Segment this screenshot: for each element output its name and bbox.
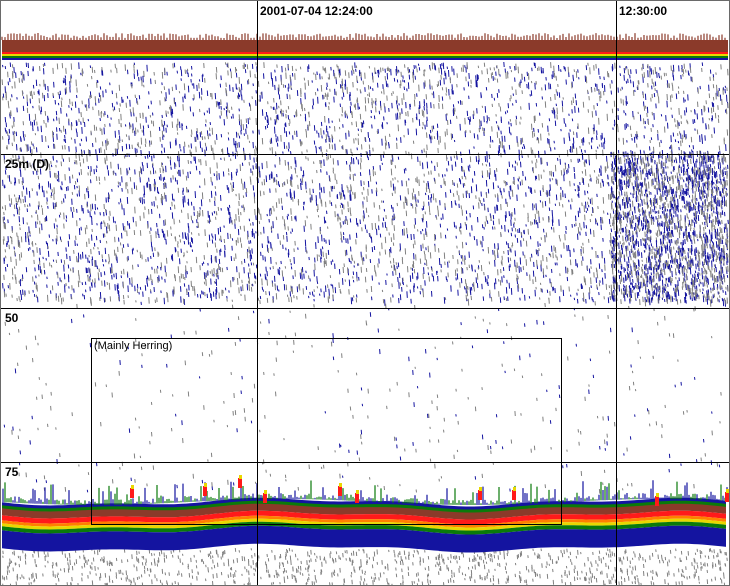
seabed-blue <box>2 525 726 553</box>
strong-return-edge <box>239 475 242 479</box>
depth-label: 50 <box>5 311 19 325</box>
strong-return-edge <box>513 487 516 491</box>
strong-return-edge <box>204 483 207 487</box>
strong-return <box>338 486 342 496</box>
time-label: 2001-07-04 12:24:00 <box>260 4 373 18</box>
time-labels: 2001-07-04 12:24:00 12:30:00 <box>260 4 667 18</box>
depth-label: 25m (D) <box>5 157 49 171</box>
strong-return-edge <box>726 489 729 493</box>
strong-return <box>725 492 729 502</box>
herring-region-box[interactable] <box>91 338 562 525</box>
strong-return <box>478 490 482 500</box>
strong-return <box>655 496 659 506</box>
strong-return-edge <box>339 483 342 487</box>
depth-label: 75 <box>5 465 19 479</box>
strong-return <box>355 493 359 503</box>
strong-return-edge <box>131 485 134 489</box>
time-label: 12:30:00 <box>619 4 667 18</box>
echo-marks <box>2 547 728 586</box>
surface-band-red <box>2 52 728 54</box>
strong-return-edge <box>656 493 659 497</box>
echo-marks <box>1 62 729 306</box>
seabed-brown <box>2 503 726 520</box>
surface-band-green <box>2 56 728 58</box>
strong-return-edge <box>264 490 267 494</box>
strong-return <box>263 493 267 503</box>
strong-return <box>203 486 207 496</box>
echo-scatter-layer <box>1 61 729 586</box>
strong-return-edge <box>356 490 359 494</box>
surface-band-yellow <box>2 54 728 56</box>
surface-spikes <box>1 33 726 40</box>
strong-return <box>512 490 516 500</box>
surface-band-blue <box>2 58 728 60</box>
herring-region-label: (Mainly Herring) <box>94 340 172 352</box>
strong-return <box>238 478 242 488</box>
strong-return-edge <box>479 487 482 491</box>
seabed-green <box>2 521 726 535</box>
depth-labels: 25m (D) 50 75 <box>5 157 49 479</box>
surface-band <box>2 40 728 52</box>
echo-marks <box>4 300 722 494</box>
surface-line-layer <box>1 33 728 60</box>
strong-return <box>130 488 134 498</box>
seabed-red <box>2 510 726 525</box>
